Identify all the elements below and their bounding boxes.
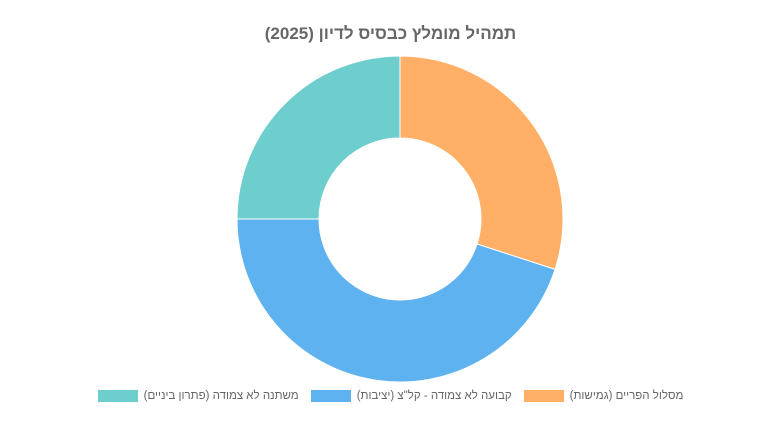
legend-item-fixed[interactable]: קבועה לא צמודה - קל"צ (יציבות): [310, 390, 512, 402]
legend-label: קבועה לא צמודה - קל"צ (יציבות): [356, 390, 512, 402]
chart-legend: מסלול הפריים (גמישות) קבועה לא צמודה - ק…: [0, 390, 781, 402]
legend-item-variable[interactable]: משתנה לא צמודה (פתרון ביניים): [97, 390, 299, 402]
legend-swatch: [523, 390, 564, 402]
chart-title: תמהיל מומלץ כבסיס לדיון (2025): [264, 24, 517, 43]
legend-swatch: [310, 390, 351, 402]
legend-label: מסלול הפריים (גמישות): [569, 390, 684, 402]
legend-swatch: [97, 390, 138, 402]
legend-item-prime[interactable]: מסלול הפריים (גמישות): [523, 390, 684, 402]
slice-prime[interactable]: [399, 55, 564, 271]
slice-fixed[interactable]: [236, 218, 556, 383]
legend-label: משתנה לא צמודה (פתרון ביניים): [143, 390, 299, 402]
slice-variable[interactable]: [236, 55, 401, 220]
